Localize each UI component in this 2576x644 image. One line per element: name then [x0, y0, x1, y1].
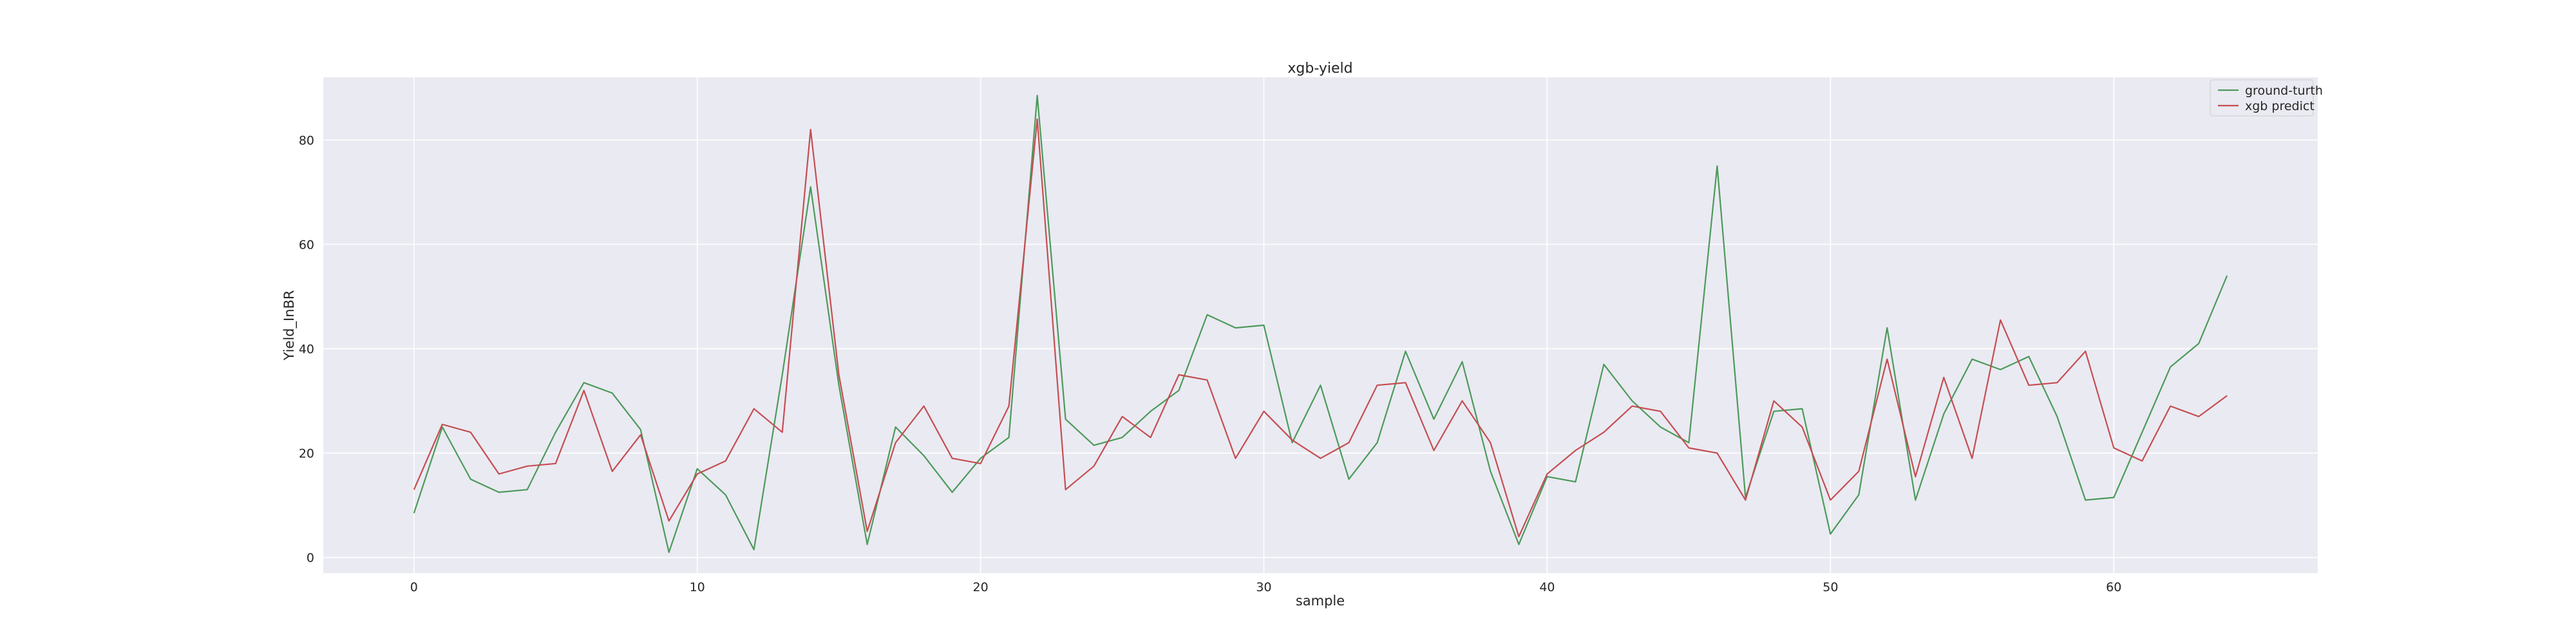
x-tick-label: 40	[1539, 580, 1555, 594]
legend-label-xgb-predict: xgb predict	[2245, 99, 2315, 113]
x-tick-label: 60	[2106, 580, 2121, 594]
series-line-xgb-predict	[413, 118, 2228, 538]
plot-background	[323, 77, 2318, 573]
x-tick-label: 20	[973, 580, 989, 594]
y-tick-label: 20	[299, 447, 314, 461]
x-tick-label: 10	[690, 580, 705, 594]
x-tick-label: 0	[410, 580, 418, 594]
legend: ground-turth xgb predict	[2210, 79, 2323, 117]
x-tick-label: 50	[1823, 580, 1838, 594]
y-axis-label: Yield_InBR	[281, 290, 298, 361]
legend-box	[2210, 79, 2314, 117]
y-tick-label: 60	[299, 238, 314, 252]
series-line-ground-turth	[413, 95, 2228, 553]
series-layer	[413, 95, 2228, 553]
x-tick-labels: 0 10 20 30 40 50 60	[410, 580, 2122, 594]
x-tick-label: 30	[1256, 580, 1271, 594]
y-tick-label: 0	[307, 551, 314, 565]
y-tick-label: 80	[299, 133, 314, 147]
x-axis-label: sample	[1296, 593, 1345, 609]
y-gridlines	[323, 139, 2318, 558]
legend-label-ground-turth: ground-turth	[2245, 84, 2323, 98]
y-tick-label: 40	[299, 342, 314, 356]
y-tick-labels: 0 20 40 60 80	[299, 133, 314, 565]
chart-title: xgb-yield	[1287, 61, 1352, 77]
